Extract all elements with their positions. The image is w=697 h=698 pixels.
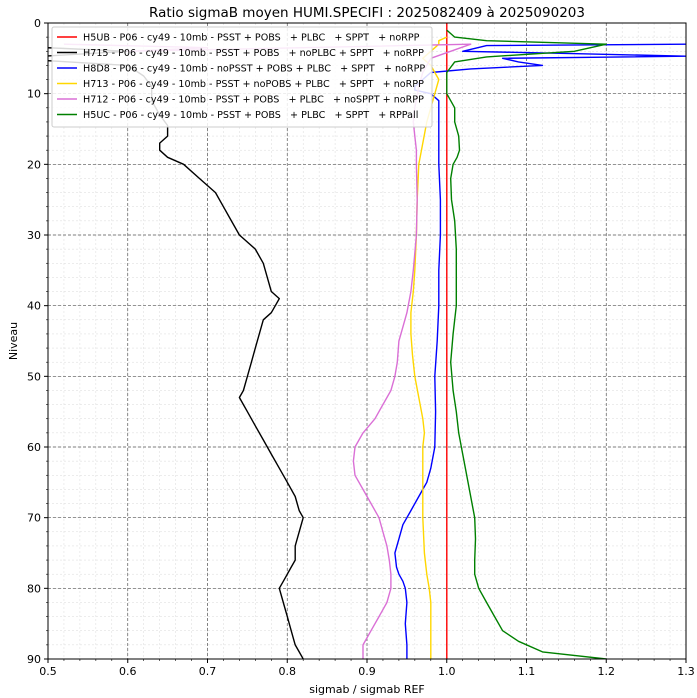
x-tick-label: 1.3 xyxy=(677,665,695,678)
y-tick-label: 10 xyxy=(27,88,41,101)
y-tick-label: 70 xyxy=(27,512,41,525)
y-axis-title: Niveau xyxy=(7,322,20,360)
x-tick-label: 0.5 xyxy=(39,665,57,678)
x-tick-label: 0.7 xyxy=(199,665,217,678)
y-tick-label: 50 xyxy=(27,370,41,383)
series-line-6 xyxy=(446,29,607,659)
y-tick-label: 30 xyxy=(27,229,41,242)
legend-entry-label: H715 - P06 - cy49 - 10mb - PSST + POBS +… xyxy=(83,48,424,59)
legend-entry-label: H712 - P06 - cy49 - 10mb - PSST + POBS +… xyxy=(83,95,424,106)
y-tick-label: 20 xyxy=(27,158,41,171)
y-tick-label: 80 xyxy=(27,582,41,595)
series-line-3 xyxy=(394,43,686,659)
legend-entry-label: H5UB - P06 - cy49 - 10mb - PSST + POBS +… xyxy=(83,33,420,44)
series-line-2 xyxy=(48,47,304,659)
legend: H5UB - P06 - cy49 - 10mb - PSST + POBS +… xyxy=(51,26,433,128)
axis-ticks: 0.5 0.6 0.7 0.8 0.9 1.0 1.1 1.2 1.3 0 10 20 30 40 50 60… xyxy=(27,17,695,678)
x-tick-label: 0.9 xyxy=(358,665,376,678)
x-tick-label: 1.1 xyxy=(518,665,536,678)
x-tick-label: 1.0 xyxy=(438,665,456,678)
x-axis-title: sigmab / sigmab REF xyxy=(309,683,425,696)
x-tick-label: 1.2 xyxy=(598,665,616,678)
y-tick-label: 90 xyxy=(27,653,41,666)
legend-entry-label: H5UC - P06 - cy49 - 10mb - PSST + POBS +… xyxy=(83,110,418,121)
legend-box xyxy=(51,26,433,128)
legend-entry-label: H713 - P06 - cy49 - 10mb - PSST + noPOBS… xyxy=(83,79,424,90)
legend-entry-label: H8D8 - P06 - cy49 - 10mb - noPSST + POBS… xyxy=(83,64,425,75)
y-tick-label: 40 xyxy=(27,300,41,313)
y-tick-label: 0 xyxy=(34,17,41,30)
y-tick-label: 60 xyxy=(27,441,41,454)
x-tick-label: 0.6 xyxy=(119,665,137,678)
chart-title: Ratio sigmaB moyen HUMI.SPECIFI : 202508… xyxy=(149,5,585,21)
x-tick-label: 0.8 xyxy=(279,665,297,678)
